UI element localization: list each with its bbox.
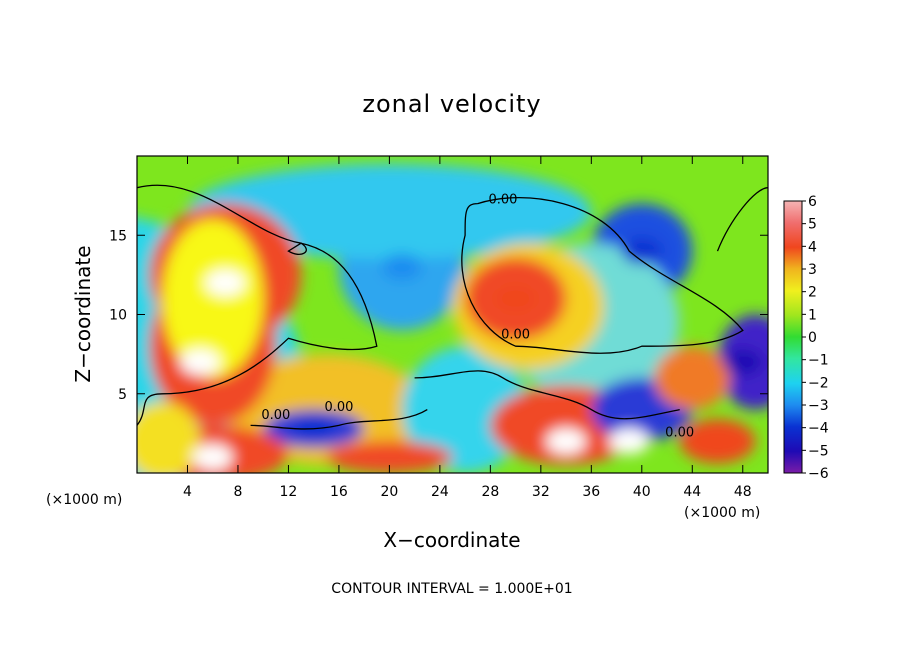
x-tick-label: 8: [233, 484, 242, 500]
field-extremum: [192, 444, 233, 471]
field-region: [162, 219, 264, 378]
field-extremum: [722, 349, 763, 376]
x-tick-label: 44: [683, 484, 701, 500]
contour-label: 0.00: [324, 400, 353, 415]
colorbar-label: −4: [808, 421, 829, 437]
field-region: [137, 401, 201, 473]
contour-label: 0.00: [665, 426, 694, 441]
colorbar: [783, 200, 803, 474]
colorbar-label: 1: [808, 307, 817, 323]
colorbar-label: 3: [808, 262, 817, 278]
x-unit-label-right: (×1000 m): [684, 505, 760, 521]
x-tick-label: 12: [280, 484, 298, 500]
field-region: [326, 441, 453, 473]
y-tick-label: 5: [118, 387, 127, 403]
x-tick-label: 20: [380, 484, 398, 500]
field-extremum: [621, 238, 662, 265]
x-tick-label: 16: [330, 484, 348, 500]
field-extremum: [382, 253, 423, 280]
velocity-field: [137, 156, 768, 473]
x-tick-label: 24: [431, 484, 449, 500]
contour-label: 0.00: [261, 408, 290, 423]
colorbar-label: −6: [808, 466, 829, 482]
zero-contour: [414, 370, 680, 420]
colorbar-label: 6: [808, 194, 817, 210]
colorbar-label: 2: [808, 285, 817, 301]
colorbar-label: −5: [808, 443, 829, 459]
x-axis-title: X−coordinate: [383, 528, 520, 552]
x-tick-label: 28: [481, 484, 499, 500]
colorbar-label: −2: [808, 375, 829, 391]
colorbar-label: 4: [808, 239, 817, 255]
zero-contour: [716, 187, 768, 252]
field-extremum: [180, 349, 221, 376]
field-region: [187, 163, 592, 260]
x-tick-label: 32: [532, 484, 550, 500]
zero-contour: [250, 409, 428, 430]
field-region: [679, 419, 756, 464]
y-axis-title: Z−coordinate: [71, 245, 95, 382]
colorbar-label: 0: [808, 330, 817, 346]
x-unit-label-left: (×1000 m): [46, 492, 122, 508]
x-tick-label: 48: [734, 484, 752, 500]
field-extremum: [609, 428, 650, 455]
colorbar-label: −1: [808, 353, 829, 369]
colorbar-label: −3: [808, 398, 829, 414]
field-region: [654, 346, 731, 410]
zero-contour: [287, 242, 307, 255]
field-region: [402, 346, 529, 473]
field-extremum: [293, 412, 334, 439]
contour-label: 0.00: [501, 327, 530, 342]
x-tick-label: 4: [183, 484, 192, 500]
field-extremum: [205, 269, 246, 296]
contour-interval-footer: CONTOUR INTERVAL = 1.000E+01: [331, 581, 572, 597]
contour-label: 0.00: [489, 193, 518, 208]
zero-contour: [461, 197, 744, 354]
zero-contour: [137, 184, 378, 426]
x-tick-label: 40: [633, 484, 651, 500]
colorbar-label: 5: [808, 217, 817, 233]
y-tick-label: 15: [109, 228, 127, 244]
y-tick-label: 10: [109, 308, 127, 324]
field-extremum: [546, 428, 587, 455]
x-tick-label: 36: [582, 484, 600, 500]
chart-title: zonal velocity: [362, 90, 541, 118]
field-extremum: [495, 285, 536, 312]
